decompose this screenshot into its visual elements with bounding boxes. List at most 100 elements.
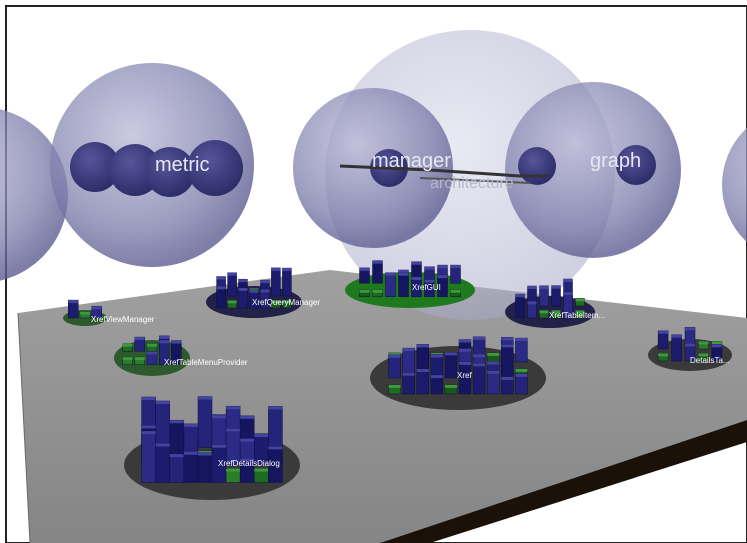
- sphere-label-architecture: architecture: [430, 175, 514, 192]
- building-roof: [373, 261, 383, 264]
- building-roof: [135, 357, 145, 360]
- building-roof: [226, 406, 240, 409]
- building-roof: [712, 344, 722, 347]
- building-roof: [268, 446, 282, 449]
- class-building: [156, 401, 170, 448]
- building-roof: [156, 401, 170, 404]
- sphere-label-metric: metric: [155, 154, 209, 176]
- class-building: [552, 286, 561, 306]
- building-roof: [451, 265, 461, 268]
- class-building: [239, 288, 248, 308]
- building-roof: [445, 352, 457, 355]
- class-building: [373, 261, 383, 284]
- building-roof: [403, 373, 415, 376]
- building-roof: [403, 348, 415, 351]
- building-roof: [459, 362, 471, 365]
- district-label-xref: Xref: [457, 371, 472, 380]
- building-roof: [239, 288, 248, 291]
- class-building: [431, 354, 443, 378]
- building-roof: [170, 454, 184, 457]
- building-roof: [159, 336, 169, 339]
- building-roof: [142, 431, 156, 434]
- building-roof: [268, 406, 282, 409]
- building-roof: [360, 290, 370, 293]
- district-label-xref-details-dialog: XrefDetailsDialog: [218, 459, 280, 468]
- class-building: [516, 294, 525, 318]
- building-roof: [445, 385, 457, 388]
- building-roof: [239, 279, 248, 282]
- building-roof: [147, 344, 157, 347]
- district-xref-details-dialog: [124, 397, 300, 501]
- class-building: [389, 355, 401, 378]
- building-roof: [261, 289, 270, 292]
- building-roof: [473, 354, 485, 357]
- class-building: [156, 443, 170, 482]
- building-roof: [459, 340, 471, 343]
- class-building: [198, 453, 212, 483]
- building-roof: [431, 375, 443, 378]
- class-building: [170, 454, 184, 482]
- building-roof: [271, 268, 280, 271]
- class-building: [268, 406, 282, 447]
- building-roof: [473, 363, 485, 366]
- building-roof: [672, 335, 682, 338]
- class-building: [403, 373, 415, 394]
- class-building: [282, 268, 291, 296]
- building-roof: [685, 344, 695, 347]
- building-roof: [217, 286, 226, 289]
- class-building: [487, 371, 499, 394]
- building-roof: [576, 298, 585, 301]
- building-roof: [226, 428, 240, 431]
- building-roof: [487, 362, 499, 365]
- class-building: [198, 397, 212, 448]
- building-roof: [528, 286, 537, 289]
- class-building: [142, 431, 156, 482]
- building-roof: [564, 279, 573, 282]
- building-roof: [123, 357, 133, 360]
- building-roof: [212, 445, 226, 448]
- building-roof: [515, 338, 527, 341]
- building-roof: [156, 443, 170, 446]
- district-label-xref-view-manager: XrefViewManager: [91, 315, 155, 324]
- building-roof: [226, 469, 240, 472]
- class-building: [473, 363, 485, 394]
- building-roof: [515, 369, 527, 372]
- building-roof: [698, 341, 708, 344]
- building-roof: [540, 310, 549, 313]
- class-building: [271, 268, 280, 296]
- building-roof: [386, 273, 396, 276]
- building-roof: [487, 371, 499, 374]
- class-building: [184, 452, 198, 483]
- building-roof: [282, 268, 291, 271]
- building-roof: [254, 434, 268, 437]
- building-roof: [250, 290, 259, 293]
- building-roof: [412, 277, 422, 280]
- building-roof: [240, 416, 254, 419]
- building-roof: [501, 344, 513, 347]
- building-roof: [685, 327, 695, 330]
- building-roof: [417, 344, 429, 347]
- class-building: [217, 286, 226, 308]
- building-roof: [135, 337, 145, 340]
- building-roof: [228, 273, 237, 276]
- building-roof: [389, 385, 401, 388]
- building-roof: [198, 397, 212, 400]
- district-label-xref-gui: XrefGUI: [412, 283, 441, 292]
- building-roof: [68, 300, 78, 303]
- building-roof: [516, 294, 525, 297]
- building-roof: [171, 341, 181, 344]
- building-roof: [198, 453, 212, 456]
- building-roof: [473, 337, 485, 340]
- building-roof: [425, 267, 435, 270]
- building-roof: [431, 354, 443, 357]
- district-label-xref-table-item: XrefTableItem...: [549, 311, 605, 320]
- building-roof: [142, 425, 156, 428]
- building-roof: [515, 374, 527, 377]
- building-roof: [438, 275, 448, 278]
- class-building: [386, 273, 396, 297]
- building-roof: [123, 344, 133, 347]
- building-roof: [412, 262, 422, 265]
- building-roof: [228, 300, 237, 303]
- building-roof: [540, 286, 549, 289]
